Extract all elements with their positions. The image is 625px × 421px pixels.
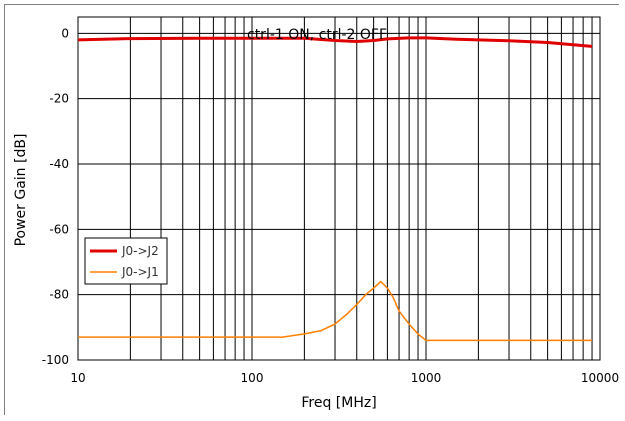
legend: J0->J2 J0->J1 (84, 237, 168, 285)
series-line (77, 36, 593, 48)
plot-area-border (77, 16, 601, 361)
chart-frame: 10 100 1000 10000 0 -20 -40 -60 -80 -100 ctrl-1 O… (4, 4, 620, 416)
y-tick-label: -100 (42, 353, 69, 367)
x-tick-label: 10 (70, 371, 85, 385)
y-tick-label: -20 (49, 92, 69, 106)
series-line (78, 280, 592, 342)
y-tick-label: -80 (49, 288, 69, 302)
y-tick-label: -40 (49, 157, 69, 171)
legend-label: J0->J2 (121, 244, 159, 258)
chart-background (5, 5, 620, 416)
tick-labels: 10 100 1000 10000 0 -20 -40 -60 -80 -100 (42, 26, 619, 385)
gridlines (77, 17, 600, 361)
x-axis-title: Freq [MHz] (301, 395, 376, 411)
y-tick-label: -60 (49, 222, 69, 236)
legend-box (84, 237, 168, 285)
y-axis-title: Power Gain [dB] (13, 134, 29, 247)
y-tick-label: 0 (61, 26, 69, 40)
legend-label: J0->J1 (121, 265, 159, 279)
x-tick-label: 100 (241, 371, 264, 385)
chart-svg: 10 100 1000 10000 0 -20 -40 -60 -80 -100 ctrl-1 O… (5, 5, 620, 416)
series-layer (77, 36, 593, 342)
x-tick-label: 1000 (411, 371, 442, 385)
x-tick-label: 10000 (581, 371, 619, 385)
chart-title: ctrl-1 ON, ctrl-2 OFF (247, 27, 387, 43)
